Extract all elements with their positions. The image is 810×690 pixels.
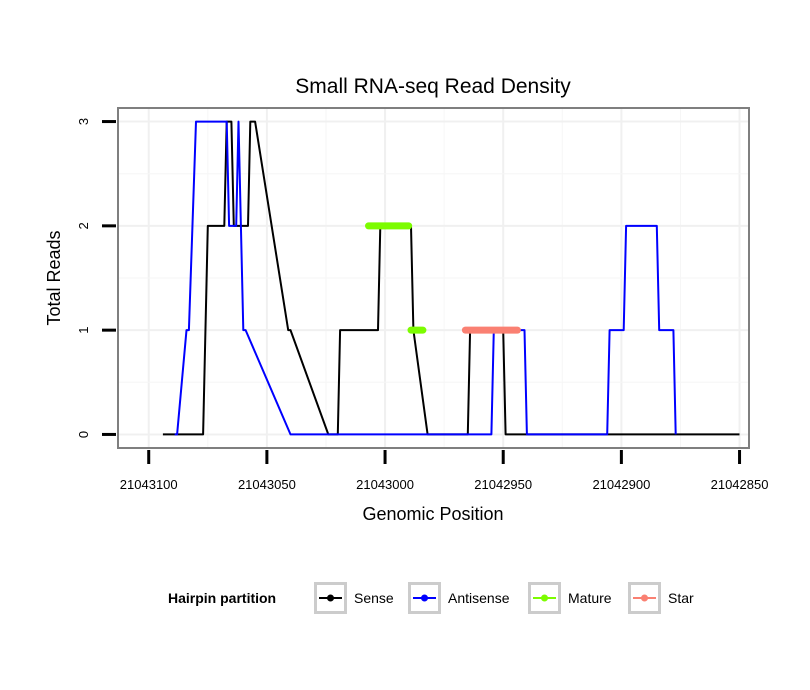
x-tick-label: 21042850 [711,477,769,492]
legend-key-dot [327,594,334,602]
y-tick-label: 2 [76,222,91,229]
x-axis-title: Genomic Position [362,504,503,524]
x-tick-label: 21042900 [592,477,650,492]
legend-label-antisense: Antisense [448,590,510,606]
y-axis-title: Total Reads [44,230,64,325]
legend-key-dot [541,594,548,602]
series-layer [162,120,740,436]
x-tick-label: 21043050 [238,477,296,492]
y-axis: 0 1 2 3 [76,118,116,438]
legend: Hairpin partition Sense Antisense Mature St… [168,582,694,614]
y-tick-label: 3 [76,118,91,125]
series-line-mature [365,222,427,334]
legend-key-dot [421,594,428,602]
chart-title: Small RNA-seq Read Density [295,75,571,98]
x-tick-label: 21042950 [474,477,532,492]
plot-border [117,107,750,449]
y-tick-label: 0 [76,431,91,438]
legend-key-dot [641,594,648,602]
y-tick-label: 1 [76,327,91,334]
series-line-antisense [174,120,677,436]
legend-title: Hairpin partition [168,590,276,606]
x-axis: 21043100 21043050 21043000 21042950 21042900… [120,450,769,492]
legend-label-sense: Sense [354,590,394,606]
legend-label-mature: Mature [568,590,612,606]
x-tick-label: 21043100 [120,477,178,492]
x-tick-label: 21043000 [356,477,414,492]
legend-label-star: Star [668,590,694,606]
